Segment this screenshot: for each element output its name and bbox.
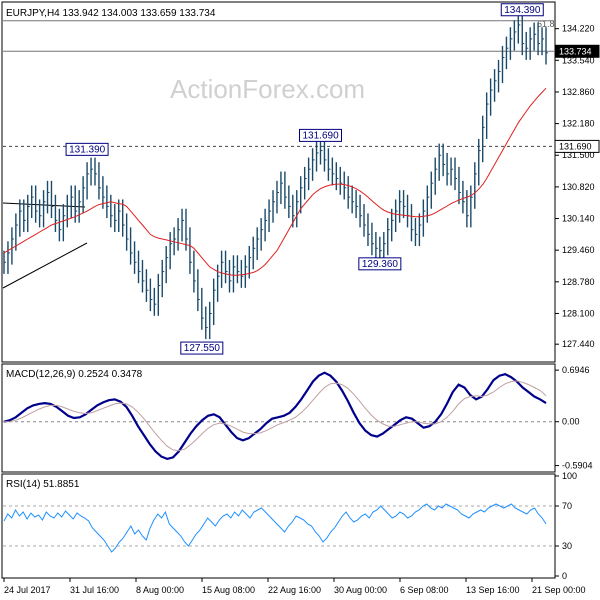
macd-chart-title: MACD(12,26,9) 0.2524 0.3478	[6, 369, 143, 380]
rsi-y-tick-label: 100	[562, 471, 577, 481]
price-y-tick-label: 132.860	[562, 87, 595, 97]
price-y-tick-label: 127.440	[562, 339, 595, 349]
triangle-bottom-line	[2, 242, 88, 289]
series-line-moving-average	[3, 87, 547, 276]
series-line-macd	[3, 371, 547, 461]
series-line-signal	[4, 380, 547, 452]
rsi-chart-title: RSI(14) 51.8851	[6, 479, 80, 490]
macd-panel-frame	[1, 363, 556, 473]
rsi-layer: 100 70 30 0	[3, 471, 577, 581]
price-annotation-label: 129.360	[362, 259, 399, 270]
x-tick-label: 30 Aug 00:00	[334, 585, 387, 595]
x-tick-label: 22 Aug 16:00	[268, 585, 321, 595]
price-y-tick-label: 130.820	[562, 182, 595, 192]
x-tick-label: 24 Jul 2017	[4, 585, 51, 595]
macd-y-tick-label: -0.5904	[562, 461, 593, 471]
price-y-tick-label: 129.460	[562, 245, 595, 255]
price-level-tag-label: 131.690	[559, 141, 592, 151]
price-annotation-box	[65, 142, 109, 156]
price-panel-frame	[1, 1, 556, 363]
fib-level-label: 61.8	[537, 19, 555, 29]
price-y-tick-label: 134.220	[562, 24, 595, 34]
rsi-y-tick-label: 30	[562, 541, 572, 551]
rsi-y-tick-label: 0	[562, 571, 567, 581]
price-y-tick-label: 130.140	[562, 214, 595, 224]
x-tick-label: 13 Sep 16:00	[466, 585, 520, 595]
price-annotation-box	[500, 3, 544, 17]
price-annotation-box	[180, 341, 224, 355]
price-level-tag-box	[554, 139, 600, 153]
macd-y-tick-label: 0.00	[562, 417, 580, 427]
price-annotation-label: 131.390	[69, 144, 106, 155]
price-chart-title: EURJPY,H4 133.942 134.003 133.659 133.73…	[6, 8, 216, 19]
price-y-tick-label: 132.180	[562, 119, 595, 129]
current-price-tag-label: 133.734	[559, 46, 592, 56]
price-y-tick-label: 133.540	[562, 55, 595, 65]
price-annotation-box	[298, 128, 342, 142]
price-layer: 134.220 133.540 132.860 132.180 131.500 130.8…	[3, 3, 600, 355]
x-tick-label: 15 Aug 08:00	[202, 585, 255, 595]
x-tick-label: 21 Sep 00:00	[532, 585, 586, 595]
rsi-y-tick-label: 70	[562, 501, 572, 511]
macd-layer: 0.6946 0.00 -0.5904	[3, 365, 593, 471]
price-y-tick-label: 131.500	[562, 150, 595, 160]
price-y-tick-label: 128.100	[562, 308, 595, 318]
x-tick-label: 6 Sep 08:00	[400, 585, 449, 595]
x-axis: 24 Jul 2017 31 Jul 16:00 8 Aug 00:00 15 Aug…	[3, 578, 586, 595]
price-y-tick-label: 128.780	[562, 277, 595, 287]
macd-y-tick-label: 0.6946	[562, 365, 590, 375]
series-line-rsi	[3, 503, 547, 553]
watermark-text: ActionForex.com	[170, 74, 365, 104]
current-price-tag-box	[554, 44, 600, 58]
rsi-panel-frame	[1, 473, 556, 579]
price-annotation-box	[358, 257, 402, 271]
price-annotation-label: 131.690	[302, 130, 339, 141]
x-tick-label: 31 Jul 16:00	[70, 585, 119, 595]
price-annotation-label: 127.550	[184, 343, 221, 354]
price-annotation-label: 134.390	[504, 5, 541, 16]
x-tick-label: 8 Aug 00:00	[136, 585, 184, 595]
